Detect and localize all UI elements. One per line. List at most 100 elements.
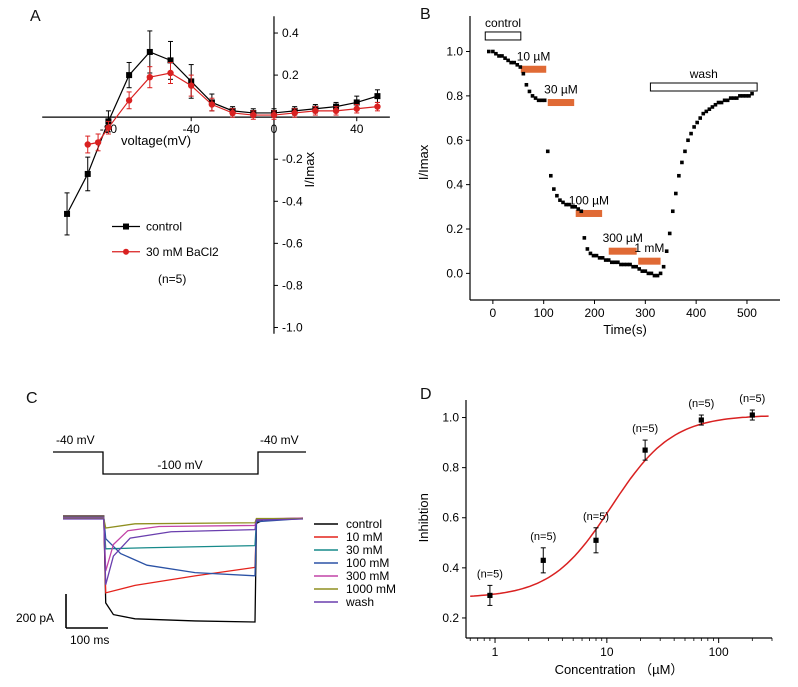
- data-point: [606, 258, 611, 262]
- n-label: (n=5): [158, 272, 186, 286]
- x-tick-label: 40: [350, 122, 364, 136]
- data-point: [374, 93, 381, 100]
- data-point: [558, 198, 562, 202]
- data-point: [555, 193, 559, 198]
- data-point: [250, 111, 257, 119]
- data-point: [652, 273, 657, 278]
- data-point: [567, 202, 571, 207]
- y-tick-label: 0.0: [446, 266, 463, 280]
- data-point: [707, 107, 712, 111]
- data-point: [616, 260, 620, 265]
- data-point: [692, 125, 696, 129]
- y-tick-label: 1.0: [446, 45, 463, 59]
- trace-30-mM: [63, 516, 304, 550]
- data-point: [521, 71, 526, 76]
- data-point: [123, 248, 129, 255]
- scale-bar-v-label: 200 pA: [16, 611, 54, 625]
- data-point: [622, 262, 626, 267]
- y-tick-label: 0.6: [446, 133, 463, 147]
- legend-label: 30 mM: [346, 543, 383, 557]
- data-point: [710, 105, 715, 109]
- data-point: [564, 202, 568, 207]
- n-label: (n=5): [739, 393, 765, 405]
- data-point: [570, 205, 574, 209]
- y-tick-label: 1.0: [442, 411, 459, 425]
- y-axis-label: I/Imax: [416, 144, 431, 180]
- data-point: [658, 271, 663, 276]
- x-tick-label: 500: [737, 306, 757, 320]
- data-point: [487, 49, 491, 54]
- data-point: [749, 412, 755, 418]
- data-point: [683, 149, 687, 154]
- data-point: [603, 258, 608, 262]
- data-point: [64, 210, 71, 217]
- n-label: (n=5): [688, 398, 714, 410]
- y-axis-label: Inhibtion: [416, 493, 431, 542]
- data-point: [126, 72, 133, 79]
- y-tick-label: 0.4: [446, 178, 463, 192]
- n-label: (n=5): [530, 531, 556, 543]
- data-point: [609, 260, 614, 265]
- data-point: [208, 101, 216, 108]
- bar-label: 300 µM: [603, 231, 643, 245]
- data-point: [146, 48, 153, 55]
- data-point: [594, 253, 599, 258]
- y-tick-label: 0.2: [442, 611, 459, 625]
- bar-label: wash: [689, 67, 718, 81]
- x-axis-label: voltage(mV): [121, 133, 191, 148]
- data-point: [649, 271, 654, 276]
- data-point: [494, 51, 498, 56]
- data-point: [512, 60, 517, 65]
- data-point: [374, 103, 381, 110]
- x-tick-label: 400: [686, 306, 706, 320]
- data-point: [312, 107, 319, 115]
- trace-wash: [63, 518, 304, 585]
- bar-label: 1 mM: [634, 241, 664, 255]
- series-line: [66, 51, 378, 215]
- y-tick-label: 0.8: [446, 89, 463, 103]
- x-tick-label: 100: [534, 306, 554, 320]
- data-point: [500, 54, 504, 58]
- application-bar: [575, 209, 603, 217]
- data-point: [527, 89, 532, 94]
- data-point: [542, 98, 547, 103]
- data-point: [686, 138, 690, 143]
- application-bar-open: [484, 31, 522, 41]
- data-point: [637, 267, 642, 271]
- data-point: [84, 170, 91, 177]
- data-point: [613, 260, 617, 265]
- x-axis-label: Time(s): [603, 322, 647, 337]
- data-point: [353, 105, 360, 112]
- data-point: [661, 264, 666, 269]
- data-point: [588, 251, 593, 256]
- data-point: [229, 109, 236, 117]
- data-point: [738, 94, 742, 98]
- y-tick-label: -0.2: [282, 152, 303, 166]
- data-point: [689, 131, 693, 136]
- data-point: [561, 200, 565, 205]
- data-point: [487, 592, 493, 599]
- data-point: [628, 262, 632, 267]
- data-point: [719, 100, 724, 105]
- y-tick-label: -0.8: [282, 278, 303, 292]
- legend-label: control: [146, 220, 182, 234]
- data-point: [585, 247, 590, 251]
- data-point: [674, 191, 678, 196]
- data-point: [533, 96, 538, 100]
- data-point: [506, 58, 510, 63]
- x-tick-label: -40: [183, 122, 201, 136]
- data-point: [582, 236, 587, 240]
- data-point: [747, 94, 751, 98]
- data-point: [680, 160, 684, 165]
- data-point: [735, 96, 739, 100]
- data-point: [549, 173, 553, 178]
- application-bar: [520, 65, 547, 73]
- data-point: [536, 98, 541, 103]
- legend-label: 300 mM: [346, 569, 389, 583]
- data-point: [593, 537, 599, 543]
- bar-label: control: [485, 16, 521, 30]
- legend-label: 30 mM BaCl2: [146, 245, 219, 259]
- legend-label: 10 mM: [346, 530, 383, 544]
- data-point: [725, 98, 730, 103]
- application-bar-open: [649, 82, 758, 92]
